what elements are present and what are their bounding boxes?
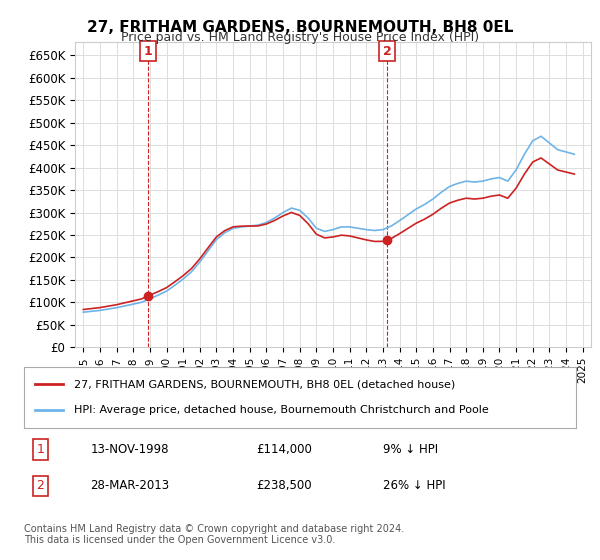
Text: 27, FRITHAM GARDENS, BOURNEMOUTH, BH8 0EL (detached house): 27, FRITHAM GARDENS, BOURNEMOUTH, BH8 0E…: [74, 379, 455, 389]
Text: 26% ↓ HPI: 26% ↓ HPI: [383, 479, 445, 492]
Text: 2: 2: [383, 45, 391, 58]
Text: 13-NOV-1998: 13-NOV-1998: [90, 443, 169, 456]
Text: 1: 1: [143, 45, 152, 58]
Text: £238,500: £238,500: [256, 479, 311, 492]
Text: Price paid vs. HM Land Registry's House Price Index (HPI): Price paid vs. HM Land Registry's House …: [121, 31, 479, 44]
Text: 27, FRITHAM GARDENS, BOURNEMOUTH, BH8 0EL: 27, FRITHAM GARDENS, BOURNEMOUTH, BH8 0E…: [87, 20, 513, 35]
Text: £114,000: £114,000: [256, 443, 312, 456]
Text: Contains HM Land Registry data © Crown copyright and database right 2024.
This d: Contains HM Land Registry data © Crown c…: [24, 524, 404, 545]
Text: 2: 2: [37, 479, 44, 492]
Text: 28-MAR-2013: 28-MAR-2013: [90, 479, 169, 492]
Text: 9% ↓ HPI: 9% ↓ HPI: [383, 443, 438, 456]
Text: HPI: Average price, detached house, Bournemouth Christchurch and Poole: HPI: Average price, detached house, Bour…: [74, 405, 488, 415]
Text: 1: 1: [37, 443, 44, 456]
